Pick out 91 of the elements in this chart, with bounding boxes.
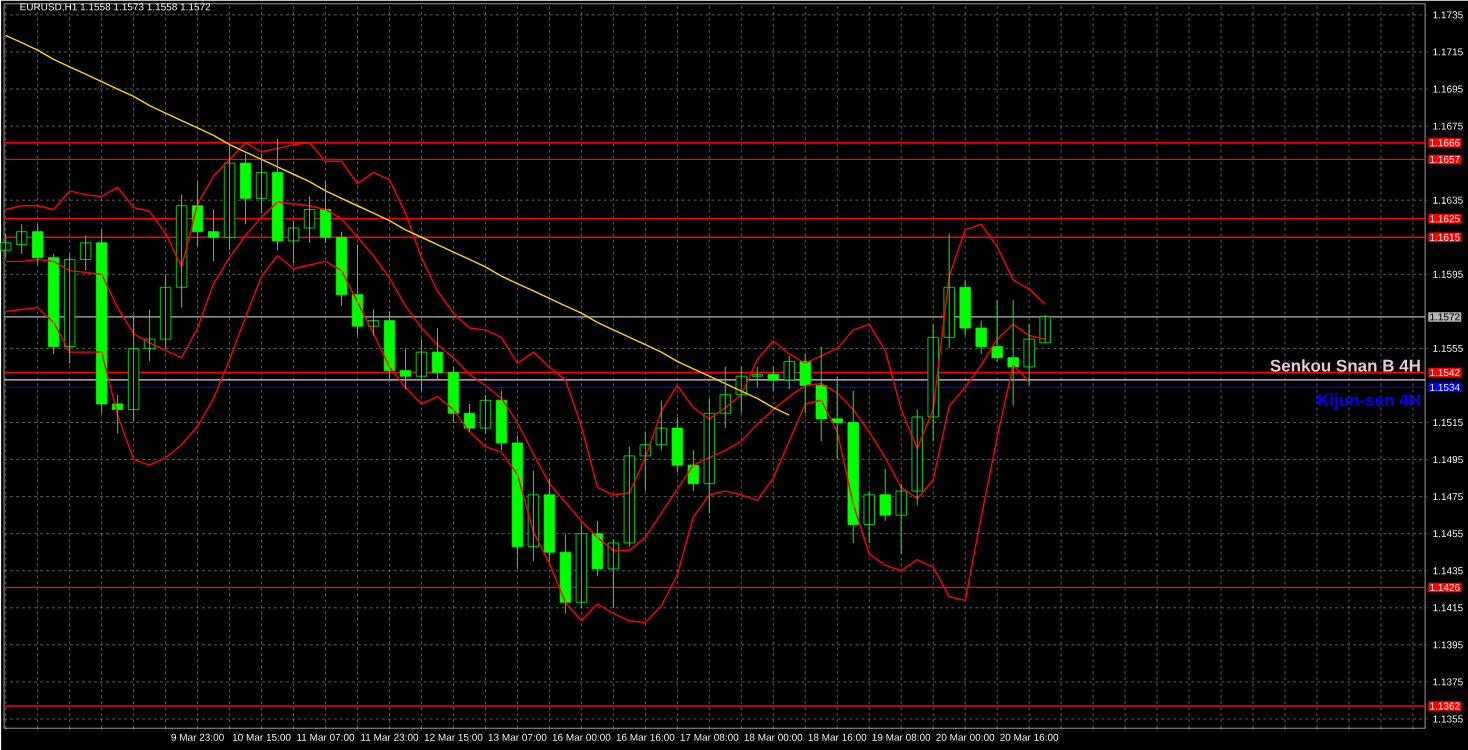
x-tick-label: 19 Mar 08:00	[872, 733, 931, 741]
candlestick	[959, 279, 971, 336]
y-tick-label: 1.1435	[1433, 567, 1463, 575]
candlestick	[431, 327, 444, 381]
candlestick	[111, 394, 124, 435]
ref-line-label: 1.1666	[1430, 139, 1460, 147]
candlestick	[1007, 299, 1019, 407]
candlestick	[879, 468, 891, 522]
candlestick	[1023, 323, 1035, 386]
ref-line-label: 1.1615	[1430, 233, 1460, 241]
candlestick	[591, 520, 604, 577]
candlestick	[95, 229, 108, 414]
candlestick	[79, 234, 92, 271]
ref-line-label: 1.1362	[1430, 702, 1460, 710]
y-tick-label: 1.1675	[1433, 122, 1463, 130]
candlestick	[415, 338, 428, 392]
y-tick-label: 1.1515	[1433, 418, 1463, 426]
candlestick	[1039, 314, 1051, 344]
x-tick-label: 9 Mar 23:00	[171, 733, 224, 741]
candlestick	[623, 446, 636, 548]
candlestick	[127, 314, 140, 422]
candlestick	[63, 253, 76, 364]
y-tick-label: 1.1595	[1433, 270, 1463, 278]
candlestick	[543, 477, 556, 562]
candlestick	[687, 449, 699, 492]
candlestick	[159, 273, 172, 349]
candlestick	[207, 208, 220, 262]
y-tick-label: 1.1375	[1433, 678, 1463, 686]
candlestick	[927, 323, 939, 442]
x-tick-label: 20 Mar 16:00	[1000, 733, 1059, 741]
candlestick	[671, 416, 684, 473]
candlestick	[175, 194, 188, 309]
candlestick	[863, 490, 875, 544]
candlestick	[719, 366, 731, 429]
candlestick	[751, 366, 763, 388]
x-tick-label: 18 Mar 16:00	[808, 733, 867, 741]
x-tick-label: 11 Mar 23:00	[361, 733, 419, 741]
y-tick-label: 1.1555	[1433, 344, 1463, 352]
y-tick-label: 1.1475	[1433, 493, 1463, 501]
candlestick	[47, 253, 60, 355]
candlestick	[559, 533, 572, 614]
y-tick-label: 1.1635	[1433, 196, 1463, 204]
y-tick-label: 1.1395	[1433, 641, 1463, 649]
candlestick	[287, 219, 300, 264]
y-tick-label: 1.1695	[1433, 85, 1463, 93]
candlestick	[239, 153, 252, 225]
candlestick	[15, 223, 28, 255]
ref-line-label: 1.1534	[1430, 383, 1460, 391]
candlestick	[399, 347, 412, 390]
candlestick	[607, 538, 620, 609]
x-tick-label: 17 Mar 08:00	[680, 733, 739, 741]
ref-line-label: 1.1657	[1430, 155, 1460, 163]
annotation: Senkou Snan B 4H	[1270, 359, 1420, 372]
x-tick-label: 16 Mar 16:00	[616, 733, 675, 741]
x-tick-label: 16 Mar 00:00	[552, 733, 611, 741]
y-tick-label: 1.1735	[1433, 11, 1463, 19]
chart-title: EURUSD,H1 1.1558 1.1573 1.1558 1.1572	[20, 3, 211, 12]
ref-line-label: 1.1542	[1430, 368, 1460, 376]
x-tick-label: 10 Mar 15:00	[232, 733, 291, 741]
candlestick	[511, 434, 524, 570]
candlestick	[783, 355, 795, 390]
candlestick	[303, 195, 316, 244]
candlestick	[575, 523, 588, 609]
y-tick-label: 1.1715	[1433, 48, 1463, 56]
candlestick	[479, 394, 492, 435]
y-tick-label: 1.1355	[1433, 715, 1463, 723]
y-tick-label: 1.1455	[1433, 530, 1463, 538]
ref-line-label: 1.1426	[1430, 583, 1460, 591]
x-tick-label: 20 Mar 00:00	[936, 733, 995, 741]
x-tick-label: 18 Mar 00:00	[744, 733, 803, 741]
candlestick	[799, 353, 811, 414]
ref-line-label: 1.1572	[1430, 313, 1460, 321]
candlestick	[767, 366, 779, 392]
y-tick-label: 1.1495	[1433, 455, 1463, 464]
candlestick	[895, 483, 907, 555]
candlestick	[831, 375, 843, 460]
candlestick	[975, 320, 987, 355]
candlestick	[911, 408, 923, 507]
annotation: Kijun-sen 4H	[1318, 393, 1420, 410]
x-tick-label: 12 Mar 15:00	[424, 733, 483, 741]
candlestick	[495, 390, 508, 451]
x-tick-label: 11 Mar 07:00	[297, 733, 355, 741]
candlestick	[31, 223, 44, 266]
candlestick	[655, 399, 668, 451]
candlestick	[639, 431, 652, 492]
candlestick	[991, 299, 1003, 362]
candlestick	[847, 390, 859, 544]
candlestick	[703, 397, 715, 514]
x-tick-label: 13 Mar 07:00	[488, 733, 547, 741]
y-tick-label: 1.1415	[1433, 604, 1463, 612]
ref-line-label: 1.1625	[1430, 215, 1460, 223]
